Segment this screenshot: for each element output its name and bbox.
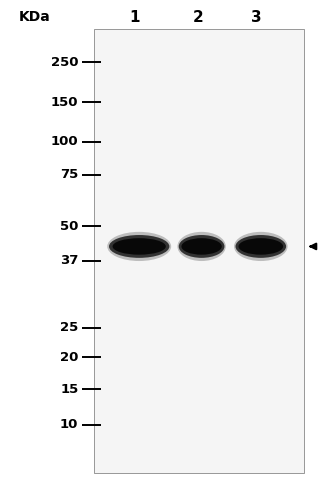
Text: 3: 3 [251,10,261,24]
Text: 250: 250 [51,56,78,69]
Bar [94,29,304,473]
Text: 1: 1 [129,10,140,24]
Ellipse shape [181,238,222,255]
Text: 50: 50 [60,220,78,233]
Text: 100: 100 [51,135,78,148]
Ellipse shape [236,235,286,258]
Text: 75: 75 [60,168,78,181]
Ellipse shape [113,238,166,255]
Text: KDa: KDa [19,10,51,24]
Text: 15: 15 [60,383,78,396]
Text: 2: 2 [193,10,204,24]
Text: 25: 25 [60,322,78,334]
Text: 10: 10 [60,418,78,431]
Ellipse shape [177,232,226,261]
Text: 150: 150 [51,96,78,109]
Ellipse shape [107,232,171,261]
Ellipse shape [109,235,169,258]
Ellipse shape [234,232,288,261]
Ellipse shape [238,238,283,255]
Ellipse shape [179,235,224,258]
Text: 20: 20 [60,351,78,364]
Text: 37: 37 [60,254,78,267]
